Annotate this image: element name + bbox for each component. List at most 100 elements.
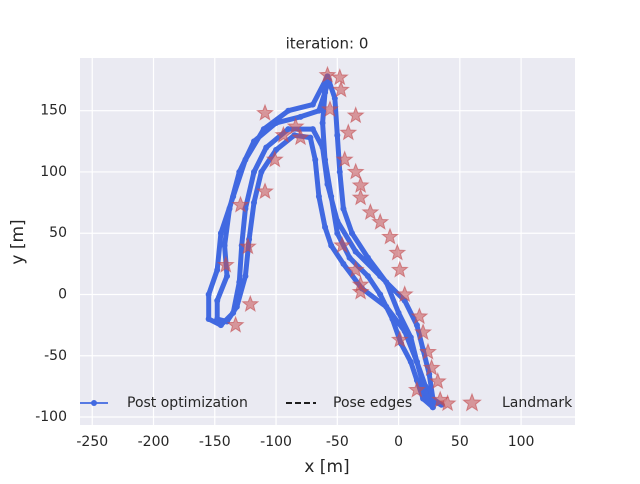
y-tick-label: 50 bbox=[49, 225, 67, 241]
trajectory-point bbox=[263, 144, 270, 151]
y-tick-label: 100 bbox=[40, 164, 67, 180]
trajectory-point bbox=[334, 230, 341, 237]
landmark bbox=[346, 260, 365, 278]
legend-label: Post optimization bbox=[127, 395, 248, 411]
trajectory-point bbox=[297, 113, 304, 120]
x-tick-label: -250 bbox=[76, 434, 108, 450]
landmark bbox=[333, 236, 352, 254]
trajectory-point bbox=[377, 291, 384, 298]
trajectory-point bbox=[273, 119, 280, 126]
x-tick-label: 100 bbox=[508, 434, 535, 450]
trajectory-point bbox=[401, 328, 408, 335]
trajectory-point bbox=[413, 358, 420, 365]
trajectory-point bbox=[285, 107, 292, 114]
landmark bbox=[390, 260, 409, 278]
landmark bbox=[320, 100, 339, 118]
trajectory-point bbox=[214, 297, 221, 304]
trajectory-point bbox=[214, 266, 221, 273]
trajectory-point bbox=[429, 404, 436, 411]
trajectory-point bbox=[413, 322, 420, 329]
landmark bbox=[388, 243, 407, 261]
landmark bbox=[438, 394, 457, 412]
landmark bbox=[274, 125, 293, 143]
landmark bbox=[226, 315, 245, 333]
landmark bbox=[351, 188, 370, 206]
legend-label: Pose edges bbox=[333, 395, 412, 411]
trajectory-point bbox=[236, 279, 243, 286]
landmark bbox=[390, 330, 409, 348]
landmark bbox=[371, 212, 390, 230]
x-tick-label: 0 bbox=[394, 434, 403, 450]
landmark bbox=[332, 80, 350, 98]
landmark bbox=[431, 390, 450, 408]
landmark bbox=[291, 128, 310, 146]
landmark bbox=[216, 255, 235, 273]
legend-label: Landmark bbox=[502, 395, 573, 411]
trajectory-point bbox=[217, 230, 224, 237]
x-tick-label: -150 bbox=[199, 434, 231, 450]
legend: Post optimization Pose edges Landmark bbox=[80, 392, 573, 412]
trajectory-point bbox=[346, 254, 353, 261]
trajectory-point bbox=[334, 132, 341, 139]
trajectory-point bbox=[315, 107, 322, 114]
trajectory-point bbox=[242, 273, 249, 280]
trajectory-point bbox=[331, 95, 338, 102]
trajectory-point bbox=[205, 316, 212, 323]
x-tick-label: -50 bbox=[326, 434, 349, 450]
trajectory-point bbox=[413, 377, 420, 384]
trajectory-point bbox=[230, 309, 237, 316]
landmark bbox=[256, 103, 274, 121]
trajectory-point bbox=[422, 389, 429, 396]
y-tick-label: 150 bbox=[40, 103, 67, 119]
trajectory-point bbox=[285, 126, 292, 133]
x-tick-label: -200 bbox=[138, 434, 170, 450]
trajectory-point bbox=[221, 242, 228, 249]
trajectory-point bbox=[260, 126, 267, 133]
trajectory-point bbox=[217, 322, 224, 329]
x-tick-label: -100 bbox=[260, 434, 292, 450]
landmark bbox=[318, 65, 337, 83]
landmark bbox=[256, 182, 274, 200]
trajectory-point bbox=[407, 358, 414, 365]
trajectory-point bbox=[322, 224, 329, 231]
trajectory-point bbox=[334, 217, 341, 224]
trajectory-point bbox=[319, 144, 326, 151]
trajectory-point bbox=[214, 316, 221, 323]
trajectory-point bbox=[340, 205, 347, 212]
landmark bbox=[330, 68, 349, 86]
y-tick-label: 0 bbox=[58, 286, 67, 302]
x-tick-label: 50 bbox=[451, 434, 469, 450]
landmark bbox=[410, 307, 429, 325]
trajectory-point bbox=[328, 242, 335, 249]
trajectory-point bbox=[307, 134, 314, 141]
trajectory-point bbox=[250, 199, 257, 206]
legend-swatch bbox=[462, 392, 482, 412]
landmark bbox=[381, 227, 399, 245]
landmark bbox=[231, 195, 250, 213]
trajectory-point bbox=[383, 303, 390, 310]
landmark bbox=[361, 202, 380, 221]
landmark bbox=[428, 372, 447, 390]
landmark bbox=[339, 123, 358, 141]
trajectory-point bbox=[322, 89, 329, 96]
trajectory-point bbox=[242, 156, 249, 163]
trajectory-point bbox=[340, 260, 347, 267]
landmark bbox=[346, 162, 365, 180]
chart-title: iteration: 0 bbox=[286, 35, 369, 53]
trajectory-point bbox=[226, 205, 233, 212]
trajectory-point bbox=[407, 334, 414, 341]
marks bbox=[205, 65, 457, 412]
y-tick-label: -100 bbox=[35, 409, 67, 425]
landmark bbox=[346, 106, 365, 124]
landmark bbox=[414, 323, 433, 341]
landmark bbox=[335, 150, 354, 168]
trajectory-point bbox=[319, 119, 326, 126]
trajectory-point bbox=[224, 273, 231, 280]
trajectory-point bbox=[312, 156, 319, 163]
trajectory-point bbox=[352, 248, 359, 255]
trajectory-point bbox=[383, 279, 390, 286]
trajectory-point bbox=[236, 168, 243, 175]
landmark bbox=[238, 237, 257, 255]
trajectory-point bbox=[324, 181, 331, 188]
